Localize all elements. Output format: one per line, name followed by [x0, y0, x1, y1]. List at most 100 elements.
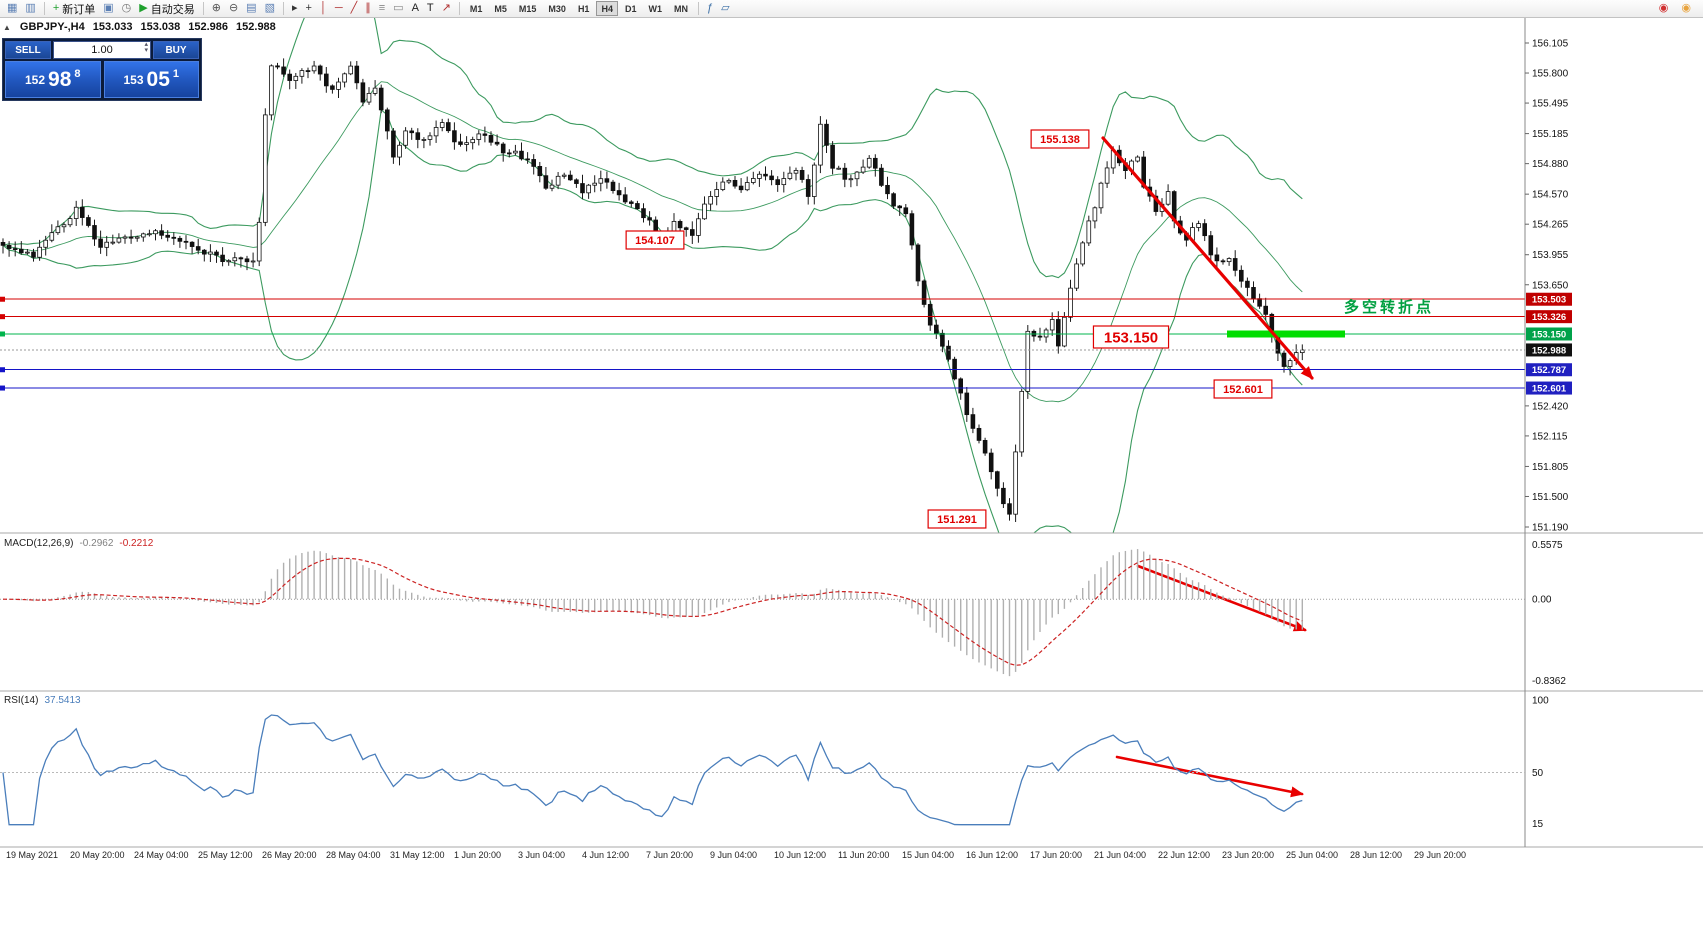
svg-text:15: 15: [1532, 819, 1544, 830]
svg-text:152.115: 152.115: [1532, 431, 1568, 442]
price-chart[interactable]: 155.138 154.107 153.150 152.601 151.291 多空转折点…: [0, 18, 1703, 936]
svg-text:100: 100: [1532, 696, 1549, 707]
cursor-button[interactable]: ▸: [288, 1, 302, 17]
timeframe-m15-button[interactable]: M15: [514, 1, 542, 16]
toolbar-separator: [458, 2, 460, 15]
svg-text:50: 50: [1532, 768, 1544, 779]
volume-down-icon[interactable]: ▾: [144, 47, 148, 54]
svg-text:0.00: 0.00: [1532, 595, 1552, 606]
sell-button[interactable]: SELL: [5, 41, 51, 59]
arrows-button[interactable]: ↗: [438, 1, 455, 17]
fibonacci-icon: ≡: [378, 2, 386, 14]
cursor-icon: ▸: [291, 2, 298, 14]
sell-price-sup: 8: [74, 67, 81, 80]
new-order-button[interactable]: + 新订单: [49, 1, 99, 17]
volume-value: 1.00: [91, 44, 113, 56]
sell-price-button[interactable]: 152 98 8: [5, 61, 101, 98]
shapes-button[interactable]: ▭: [389, 1, 407, 17]
text-label-button[interactable]: T: [423, 1, 438, 17]
svg-text:25 May 12:00: 25 May 12:00: [198, 850, 253, 860]
one-click-trading-panel: SELL 1.00 ▴ ▾ BUY 152 98 8 153 05 1: [2, 38, 202, 101]
tile-windows-icon: ▤: [246, 2, 257, 14]
text-button[interactable]: A: [408, 1, 423, 17]
buy-price-button[interactable]: 153 05 1: [103, 61, 199, 98]
arrow-tool-icon: ↗: [441, 2, 451, 14]
zoom-out-button[interactable]: ⊖: [225, 1, 242, 17]
community-button[interactable]: ◉: [1677, 1, 1695, 17]
toolbar-separator: [697, 2, 699, 15]
svg-text:1 Jun 20:00: 1 Jun 20:00: [454, 850, 501, 860]
fibonacci-button[interactable]: ≡: [375, 1, 389, 17]
cascade-windows-icon: ▧: [264, 2, 275, 14]
zoom-in-button[interactable]: ⊕: [208, 1, 225, 17]
profiles-button[interactable]: ▥: [21, 1, 39, 17]
indicators-button[interactable]: ƒ: [703, 1, 717, 17]
volume-up-icon[interactable]: ▴: [144, 41, 148, 48]
macd-panel: 0.5575 0.00 -0.8362: [0, 540, 1566, 687]
charts-menu-icon: ▣: [103, 2, 114, 14]
main-toolbar: ▦ ▥ + 新订单 ▣ ◷ ▶ 自动交易 ⊕ ⊖ ▤ ▧ ▸ + │ ─ ╱ ∥ ≡ ▭ A T ↗ M1 M5 M15 M30 H1…: [0, 0, 1703, 18]
channel-icon: ∥: [365, 2, 371, 14]
svg-text:152.601: 152.601: [1532, 384, 1567, 395]
svg-text:151.190: 151.190: [1532, 523, 1569, 534]
svg-text:17 Jun 20:00: 17 Jun 20:00: [1030, 850, 1082, 860]
chart-window-button[interactable]: ▦: [3, 1, 21, 17]
svg-text:151.291: 151.291: [937, 514, 977, 526]
ohlc-high: 153.038: [140, 21, 181, 33]
volume-field[interactable]: 1.00 ▴ ▾: [53, 41, 151, 59]
svg-text:3 Jun 04:00: 3 Jun 04:00: [518, 850, 565, 860]
svg-text:153.150: 153.150: [1104, 329, 1158, 346]
svg-text:21 Jun 04:00: 21 Jun 04:00: [1094, 850, 1146, 860]
svg-text:155.800: 155.800: [1532, 69, 1569, 80]
timeframe-mn-button[interactable]: MN: [669, 1, 693, 16]
cascade-windows-button[interactable]: ▧: [261, 1, 279, 17]
price-axis[interactable]: 156.105 155.800 155.495 155.185 154.880 154.5…: [0, 18, 1703, 848]
charts-menu-button[interactable]: ▣: [99, 1, 117, 17]
horizontal-line-button[interactable]: ─: [331, 1, 347, 17]
alert-icon: ◉: [1658, 2, 1669, 14]
svg-text:15 Jun 04:00: 15 Jun 04:00: [902, 850, 954, 860]
new-order-plus-icon: +: [52, 2, 60, 14]
macd-indicator-label: MACD(12,26,9) -0.2962 -0.2212: [4, 538, 153, 549]
timeframe-m5-button[interactable]: M5: [489, 1, 512, 16]
history-center-button[interactable]: ◷: [118, 1, 136, 17]
timeframe-w1-button[interactable]: W1: [643, 1, 667, 16]
autotrading-button[interactable]: ▶ 自动交易: [135, 1, 198, 17]
trendline-button[interactable]: ╱: [347, 1, 362, 17]
timeframe-m1-button[interactable]: M1: [465, 1, 488, 16]
volume-spinner[interactable]: ▴ ▾: [144, 41, 148, 54]
main-price-panel[interactable]: [0, 18, 1525, 562]
vertical-line-button[interactable]: │: [316, 1, 331, 17]
objects-list-button[interactable]: ▱: [717, 1, 733, 17]
svg-text:153.150: 153.150: [1532, 329, 1566, 340]
timeframe-d1-button[interactable]: D1: [620, 1, 642, 16]
tile-windows-button[interactable]: ▤: [242, 1, 260, 17]
svg-text:28 May 04:00: 28 May 04:00: [326, 850, 381, 860]
autotrading-play-icon: ▶: [139, 2, 148, 14]
ohlc-open: 153.033: [92, 21, 133, 33]
buy-price-sup: 1: [172, 67, 179, 80]
buy-button[interactable]: BUY: [153, 41, 199, 59]
rsi-value: 37.5413: [44, 695, 81, 706]
crosshair-button[interactable]: +: [302, 1, 316, 17]
horizontal-line-icon: ─: [334, 2, 343, 14]
timeframe-h4-button[interactable]: H4: [596, 1, 618, 16]
time-axis[interactable]: 19 May 2021 20 May 20:00 24 May 04:00 25 Ma…: [6, 850, 1466, 860]
panel-collapse-icon[interactable]: ▲: [3, 22, 11, 32]
timeframe-h1-button[interactable]: H1: [573, 1, 595, 16]
alerts-button[interactable]: ◉: [1655, 1, 1673, 17]
svg-text:26 May 20:00: 26 May 20:00: [262, 850, 317, 860]
svg-text:153.955: 153.955: [1532, 250, 1569, 261]
chart-window[interactable]: 155.138 154.107 153.150 152.601 151.291 多空转折点…: [0, 18, 1703, 936]
svg-text:9 Jun 04:00: 9 Jun 04:00: [710, 850, 757, 860]
zoom-out-icon: ⊖: [228, 2, 239, 14]
svg-text:10 Jun 12:00: 10 Jun 12:00: [774, 850, 826, 860]
channel-button[interactable]: ∥: [361, 1, 375, 17]
buy-price-pips: 05: [146, 68, 170, 91]
svg-text:25 Jun 04:00: 25 Jun 04:00: [1286, 850, 1338, 860]
history-center-icon: ◷: [121, 2, 132, 14]
svg-text:多空转折点: 多空转折点: [1344, 298, 1434, 316]
horizontal-level-lines[interactable]: [0, 296, 1525, 391]
svg-text:23 Jun 20:00: 23 Jun 20:00: [1222, 850, 1274, 860]
timeframe-m30-button[interactable]: M30: [543, 1, 571, 16]
